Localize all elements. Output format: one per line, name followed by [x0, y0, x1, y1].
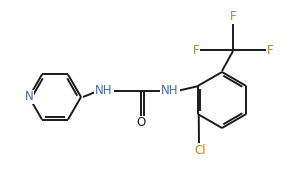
- Text: N: N: [25, 90, 33, 104]
- Text: NH: NH: [161, 84, 179, 98]
- Text: O: O: [136, 116, 146, 130]
- Text: F: F: [267, 44, 273, 56]
- Text: Cl: Cl: [194, 144, 206, 156]
- Text: F: F: [230, 10, 236, 24]
- Text: F: F: [193, 44, 199, 56]
- Text: NH: NH: [95, 84, 113, 98]
